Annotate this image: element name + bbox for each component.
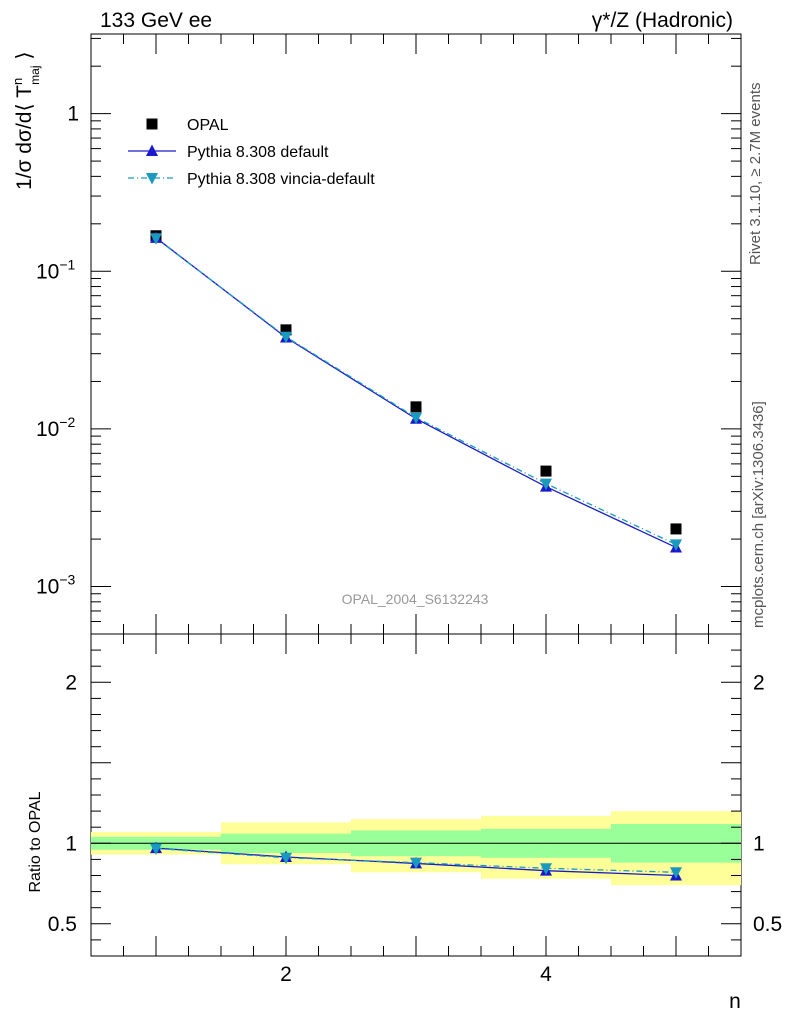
main-data-point xyxy=(670,523,682,535)
ratio-data-point xyxy=(540,863,552,875)
main-plot-axes: 1 10−1 10−2 10−3 xyxy=(36,34,742,635)
main-data-point xyxy=(540,478,552,491)
main-y-tick-label: 10−3 xyxy=(36,572,76,599)
header-left-label: 133 GeV ee xyxy=(100,9,212,32)
main-y-tick-label: 10−1 xyxy=(36,256,76,283)
main-data-point xyxy=(280,324,292,336)
legend-label: Pythia 8.308 vincia-default xyxy=(187,171,375,188)
ratio-y-axis-label: Ratio to OPAL xyxy=(27,791,44,892)
legend-label: Pythia 8.308 default xyxy=(187,144,329,161)
ratio-y-tick-label-right: 1 xyxy=(753,832,765,855)
main-y-tick-label: 1 xyxy=(67,103,79,126)
header-right-label: γ*/Z (Hadronic) xyxy=(592,9,733,32)
main-y-tick-label: 10−2 xyxy=(36,414,76,441)
ratio-plot-axes: 0.5 0.5 1 1 2 2 2 4 xyxy=(48,633,782,986)
ratio-y-tick-label-right: 0.5 xyxy=(753,913,782,936)
main-data-point xyxy=(280,331,292,344)
source-label: mcplots.cern.ch [arXiv:1306.3436] xyxy=(750,401,767,628)
ratio-y-tick-label-right: 2 xyxy=(753,671,765,694)
legend-marker xyxy=(146,118,158,130)
ratio-data-point xyxy=(410,857,422,870)
ratio-data-point xyxy=(280,852,292,865)
ratio-data-point xyxy=(670,867,682,879)
legend: OPAL Pythia 8.308 default Pythia 8.308 vin… xyxy=(128,117,375,188)
legend-marker xyxy=(146,173,158,185)
rivet-version-label: Rivet 3.1.10, ≥ 2.7M events xyxy=(747,83,764,266)
legend-marker xyxy=(146,144,158,156)
x-tick-label: 2 xyxy=(280,963,292,986)
main-data-point xyxy=(410,401,422,413)
x-axis-label: n xyxy=(729,990,741,1013)
main-y-axis-label: 1/σ dσ/d⟨ Tn maj ⟩ xyxy=(10,51,42,190)
main-data-point xyxy=(670,539,682,551)
ratio-plot-data xyxy=(150,841,682,881)
main-data-point xyxy=(540,465,552,477)
x-tick-label: 4 xyxy=(540,963,552,986)
legend-label: OPAL xyxy=(187,117,229,134)
main-plot-data xyxy=(150,230,682,553)
main-data-point xyxy=(410,412,422,425)
ratio-y-tick-label-left: 0.5 xyxy=(48,913,77,936)
main-data-point xyxy=(150,233,162,245)
main-series-line xyxy=(155,237,677,549)
analysis-watermark: OPAL_2004_S6132243 xyxy=(342,591,489,607)
ratio-data-point xyxy=(150,843,162,855)
ratio-y-tick-label-left: 2 xyxy=(65,671,77,694)
main-series-line xyxy=(155,237,677,546)
ratio-y-tick-label-left: 1 xyxy=(65,832,77,855)
ratio-plot-frame xyxy=(90,633,742,957)
